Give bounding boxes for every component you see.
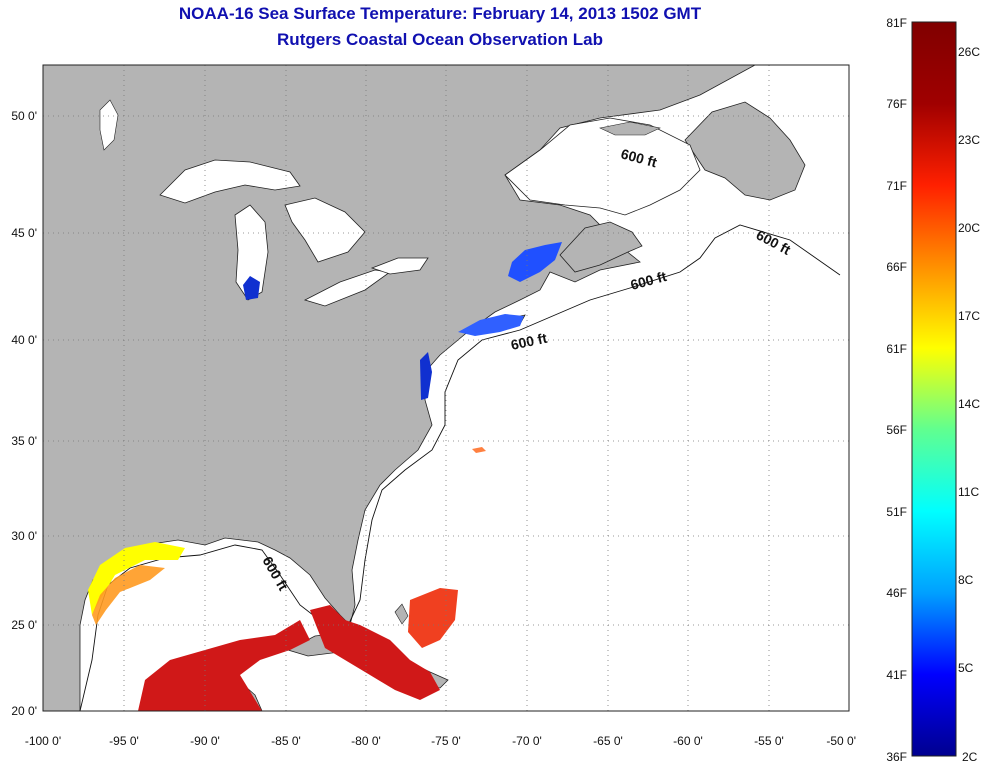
sst-patch-gulf-warm xyxy=(138,620,310,711)
sst-patch-small-warm xyxy=(472,447,486,453)
lon-label: -80 0' xyxy=(351,734,381,748)
lon-label: -70 0' xyxy=(512,734,542,748)
sst-patch-florida-straits xyxy=(310,605,440,700)
lon-label: -60 0' xyxy=(673,734,703,748)
colorbar-c-label: 20C xyxy=(958,221,980,235)
latitude-labels: 50 0' 45 0' 40 0' 35 0' 30 0' 25 0' 20 0… xyxy=(11,109,37,718)
north-america-land xyxy=(43,65,756,711)
lat-label: 45 0' xyxy=(11,226,37,240)
colorbar-c-label: 26C xyxy=(958,45,980,59)
contour-label-4: 600 ft xyxy=(509,330,548,353)
lat-label: 20 0' xyxy=(11,704,37,718)
sst-patch-texas-cold xyxy=(88,542,185,615)
colorbar-f-label: 41F xyxy=(886,668,907,682)
colorbar-c-label: 11C xyxy=(958,485,979,499)
colorbar-f-label: 61F xyxy=(886,342,907,356)
chart-subtitle: Rutgers Coastal Ocean Observation Lab xyxy=(277,30,603,49)
colorbar-f-label: 71F xyxy=(886,179,907,193)
temperature-colorbar: 81F 76F 71F 66F 61F 56F 51F 46F 41F 36F … xyxy=(886,16,980,764)
longitude-labels: -100 0' -95 0' -90 0' -85 0' -80 0' -75 … xyxy=(25,734,856,748)
colorbar-c-label: 23C xyxy=(958,133,980,147)
lat-label: 40 0' xyxy=(11,333,37,347)
sst-patch-gulf-of-maine xyxy=(508,242,562,282)
lon-label: -90 0' xyxy=(190,734,220,748)
colorbar-c-label: 17C xyxy=(958,309,980,323)
chart-title: NOAA-16 Sea Surface Temperature: Februar… xyxy=(178,4,702,23)
colorbar-c-label: 14C xyxy=(958,397,980,411)
colorbar-f-label: 76F xyxy=(886,97,907,111)
colorbar-f-label: 81F xyxy=(886,16,907,30)
colorbar-c-label: 8C xyxy=(958,573,974,587)
map-frame xyxy=(42,64,850,712)
lon-label: -50 0' xyxy=(826,734,856,748)
colorbar-bar xyxy=(911,21,957,757)
sst-patch-long-island xyxy=(458,314,524,336)
lon-label: -65 0' xyxy=(593,734,623,748)
lake-huron xyxy=(284,197,366,263)
sst-patch-atlantic-warm xyxy=(408,588,458,648)
lat-label: 35 0' xyxy=(11,434,37,448)
lon-label: -55 0' xyxy=(754,734,784,748)
gulf-st-lawrence-water xyxy=(504,117,701,216)
lon-label: -75 0' xyxy=(431,734,461,748)
lon-label: -95 0' xyxy=(109,734,139,748)
nova-scotia-land xyxy=(559,221,643,273)
lat-label: 50 0' xyxy=(11,109,37,123)
lake-michigan xyxy=(234,204,269,301)
anticosti-island xyxy=(599,121,661,136)
colorbar-f-label: 46F xyxy=(886,586,907,600)
lon-label: -100 0' xyxy=(25,734,61,748)
colorbar-f-label: 66F xyxy=(886,260,907,274)
sst-patch-texas-warm xyxy=(92,565,165,625)
colorbar-f-label: 36F xyxy=(886,750,907,764)
colorbar-c-label: 5C xyxy=(958,661,974,675)
newfoundland-land xyxy=(684,101,806,201)
colorbar-f-label: 51F xyxy=(886,505,907,519)
colorbar-f-label: 56F xyxy=(886,423,907,437)
lake-ontario xyxy=(370,257,429,275)
sst-patch-lake-michigan xyxy=(243,276,260,300)
lat-label: 30 0' xyxy=(11,529,37,543)
colorbar-c-label: 2C xyxy=(962,750,978,764)
sst-patch-chesapeake xyxy=(420,352,432,400)
lat-label: 25 0' xyxy=(11,618,37,632)
lon-label: -85 0' xyxy=(271,734,301,748)
lake-winnipeg xyxy=(99,99,119,151)
